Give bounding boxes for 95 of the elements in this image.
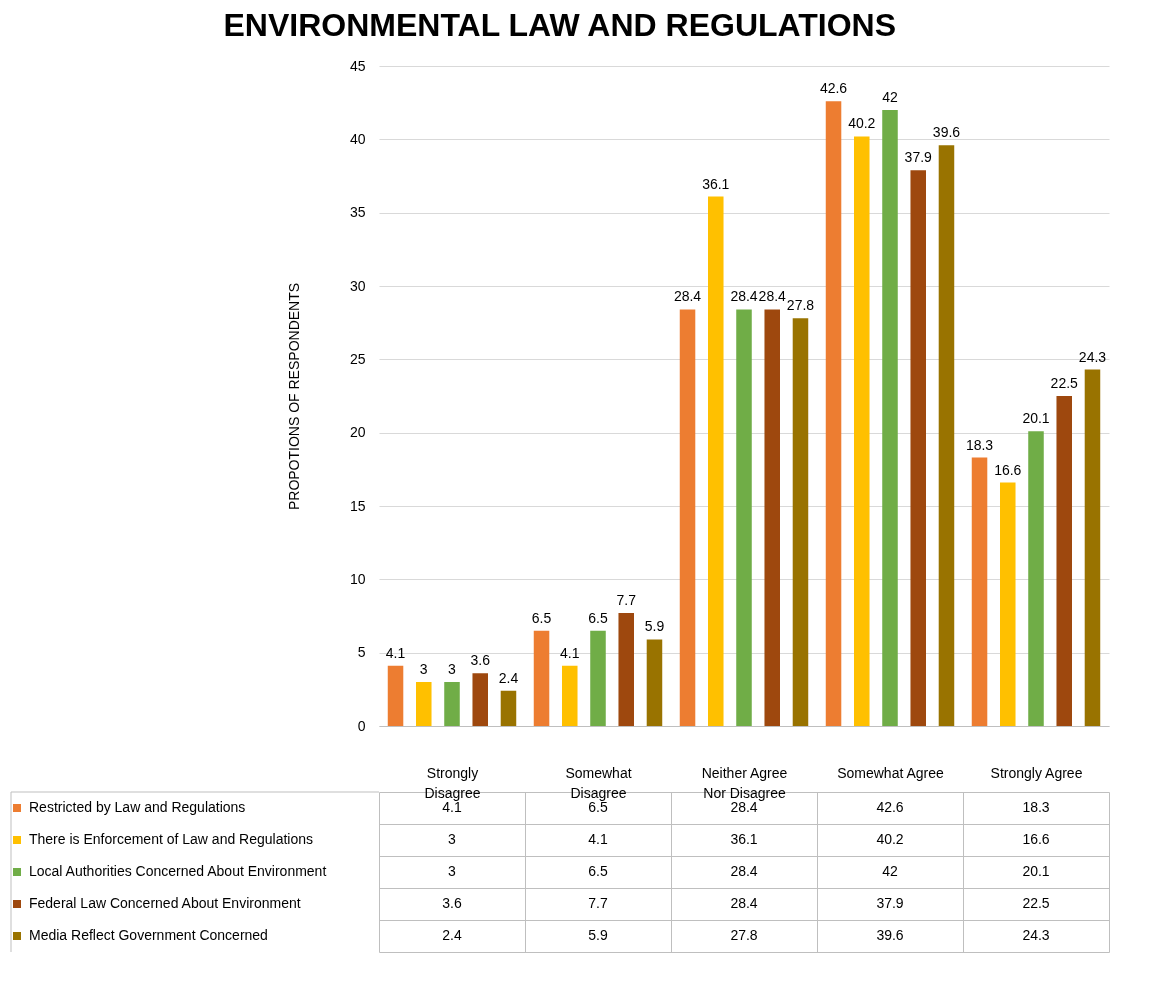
annotation: 28.4 [758, 288, 787, 305]
bar [444, 682, 460, 726]
bar [1056, 396, 1072, 726]
bar [971, 457, 988, 726]
data-label: 24.3 [1022, 927, 1050, 943]
annotation: 37.9 [904, 149, 933, 166]
x-tick-label: Somewhat Disagree [565, 764, 632, 801]
y-tick-label: 30 [349, 277, 366, 294]
y-tick-label: 25 [349, 350, 366, 367]
annotation: 20.1 [1022, 410, 1050, 427]
annotation: 42 [882, 89, 898, 105]
bar [708, 196, 724, 726]
data-label: 16.6 [1022, 831, 1050, 847]
annotation: 3.6 [470, 652, 491, 669]
data-label: 36.1 [730, 831, 758, 847]
bar [910, 170, 926, 726]
bar [590, 630, 606, 726]
data-label: 7.7 [588, 895, 608, 911]
annotation: 4.1 [385, 644, 406, 661]
annotation: 22.5 [1050, 375, 1079, 391]
bar [1084, 369, 1101, 726]
annotation: 2.4 [498, 669, 519, 686]
annotation: 4.1 [560, 644, 580, 661]
x-tick-label: Somewhat Agree [837, 764, 945, 781]
annotation: 24.3 [1078, 348, 1107, 365]
data-label: 39.6 [876, 927, 904, 943]
legend-label: Local Authorities Concerned About Environment [29, 863, 327, 879]
annotation: 16.6 [994, 461, 1022, 478]
annotation: 6.5 [531, 609, 552, 626]
legend-label: There is Enforcement of Law and Regulations [29, 831, 314, 847]
data-label: 22.5 [1022, 895, 1050, 911]
data-label: 28.4 [730, 895, 758, 911]
bar [500, 690, 517, 726]
chart-title: ENVIRONMENTAL LAW AND REGULATIONS [223, 7, 897, 43]
data-label: 20.1 [1022, 863, 1050, 879]
y-tick-label: 40 [349, 130, 366, 147]
annotation: 27.8 [786, 297, 815, 314]
data-label: 42.6 [876, 799, 904, 815]
annotation: 40.2 [848, 115, 876, 132]
annotation: 39.6 [932, 124, 961, 141]
bar [1028, 431, 1044, 726]
annotation: 7.7 [616, 592, 637, 609]
y-axis-title: PROPOTIONS OF RESPONDENTS [285, 282, 302, 511]
bar [1000, 482, 1016, 726]
y-tick-label: 35 [349, 204, 366, 221]
bar [938, 145, 955, 726]
y-tick-label: 0 [357, 717, 366, 734]
bar [854, 136, 870, 726]
y-tick-label: 45 [349, 57, 366, 74]
y-tick-label: 20 [349, 424, 366, 441]
annotation: 42.6 [819, 80, 848, 97]
y-tick-label: 10 [349, 570, 366, 587]
data-label: 4.1 [588, 831, 608, 847]
data-label: 2.4 [442, 927, 462, 943]
data-label: 3 [448, 831, 457, 847]
bar [764, 309, 780, 726]
data-label: 28.4 [730, 863, 758, 879]
bar [882, 110, 898, 726]
annotation: 5.9 [644, 618, 665, 635]
annotation: 6.5 [588, 609, 608, 626]
data-label: 6.5 [588, 863, 608, 879]
data-label: 27.8 [730, 927, 758, 943]
y-tick-label: 15 [349, 497, 366, 514]
data-label: 3 [448, 863, 457, 879]
x-tick-label: Strongly Agree [990, 764, 1083, 781]
data-label: 3.6 [442, 895, 462, 911]
bar [825, 101, 842, 726]
bar [792, 318, 809, 726]
data-label: 40.2 [876, 831, 904, 847]
bar [472, 673, 488, 726]
data-label: 5.9 [588, 927, 608, 943]
legend-label: Media Reflect Government Concerned [29, 927, 268, 943]
x-tick-label: Neither Agree Nor Disagree [701, 764, 788, 801]
data-label: 18.3 [1022, 799, 1050, 815]
data-label: 28.4 [730, 799, 758, 815]
annotation: 3 [448, 661, 457, 677]
annotation: 28.4 [673, 288, 702, 305]
bar [736, 309, 752, 726]
legend-label: Restricted by Law and Regulations [29, 799, 246, 815]
annotation: 18.3 [965, 436, 994, 453]
bar [387, 665, 404, 726]
bar [416, 682, 432, 726]
x-tick-label: Strongly Disagree [424, 764, 481, 801]
bar [646, 639, 663, 726]
legend-label: Federal Law Concerned About Environment [29, 895, 301, 911]
data-label: 42 [882, 863, 898, 879]
y-tick-label: 5 [357, 644, 366, 661]
annotation: 36.1 [702, 175, 730, 192]
bar [679, 309, 696, 726]
annotation: 28.4 [730, 288, 758, 305]
bar [533, 630, 550, 726]
bar [618, 613, 634, 726]
annotation: 3 [419, 661, 428, 677]
data-label: 37.9 [876, 895, 904, 911]
bar [562, 665, 578, 726]
